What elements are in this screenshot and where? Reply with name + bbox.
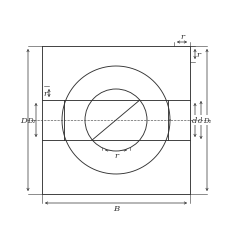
Circle shape [62, 67, 169, 174]
Text: r: r [43, 90, 47, 98]
Bar [167, 101, 189, 140]
Text: D₁: D₁ [202, 117, 210, 124]
Text: r: r [179, 33, 183, 41]
Text: B: B [112, 204, 119, 213]
Text: d: d [191, 117, 197, 124]
Text: D₂: D₂ [27, 117, 35, 124]
Circle shape [85, 90, 146, 151]
Bar [42, 47, 189, 194]
Text: D: D [20, 117, 26, 124]
Text: d₁: d₁ [196, 117, 204, 124]
Text: r: r [114, 152, 117, 160]
Text: r: r [196, 51, 200, 59]
Bar [42, 101, 64, 140]
